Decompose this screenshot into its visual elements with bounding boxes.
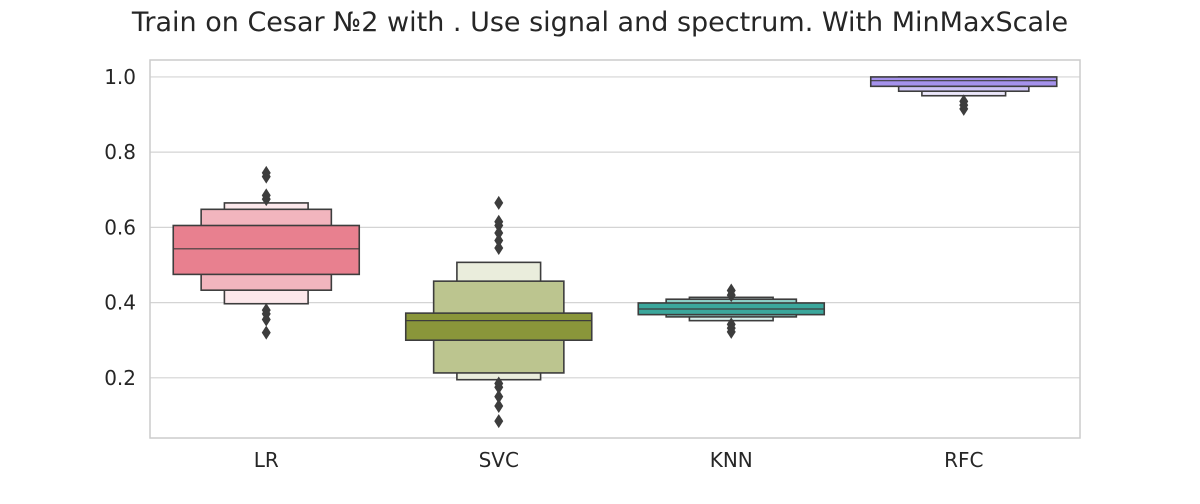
outlier-point — [494, 226, 504, 241]
x-tick-label: SVC — [479, 448, 519, 472]
outlier-point — [494, 214, 504, 229]
outlier-layer — [261, 94, 969, 429]
boxen-svc — [404, 261, 593, 381]
outlier-point — [261, 188, 271, 203]
outlier-point — [494, 389, 504, 404]
outlier-point — [261, 165, 271, 180]
plot-frame — [149, 59, 1081, 439]
y-tick-label: 0.8 — [104, 140, 136, 164]
box-layer — [172, 76, 1058, 381]
boxen-rfc — [869, 76, 1058, 97]
x-tick-label: RFC — [944, 448, 983, 472]
boxen-knn — [637, 296, 826, 322]
outlier-point — [261, 325, 271, 340]
outlier-point — [494, 414, 504, 429]
y-tick-label: 0.6 — [104, 215, 136, 239]
outlier-point — [494, 241, 504, 256]
boxen-lr — [172, 202, 361, 305]
y-tick-label: 0.2 — [104, 366, 136, 390]
outlier-point — [726, 317, 736, 332]
boxen-level-box — [172, 224, 361, 276]
y-tick-label: 0.4 — [104, 291, 136, 315]
axis-layer: 0.2 0.4 0.6 0.8 1.0 LR SVC KNN RFC — [104, 65, 983, 472]
outlier-point — [494, 195, 504, 210]
outlier-point — [494, 376, 504, 391]
boxen-level-box — [404, 312, 593, 342]
outlier-point — [494, 233, 504, 248]
y-tick-label: 1.0 — [104, 65, 136, 89]
x-tick-label: LR — [254, 448, 279, 472]
outlier-point — [726, 283, 736, 298]
chart-title: Train on Cesar №2 with . Use signal and … — [131, 7, 1068, 38]
boxen-level-box — [869, 76, 1058, 88]
x-tick-label: KNN — [710, 448, 753, 472]
outlier-point — [959, 94, 969, 109]
outlier-point — [494, 399, 504, 414]
outlier-point — [261, 303, 271, 318]
